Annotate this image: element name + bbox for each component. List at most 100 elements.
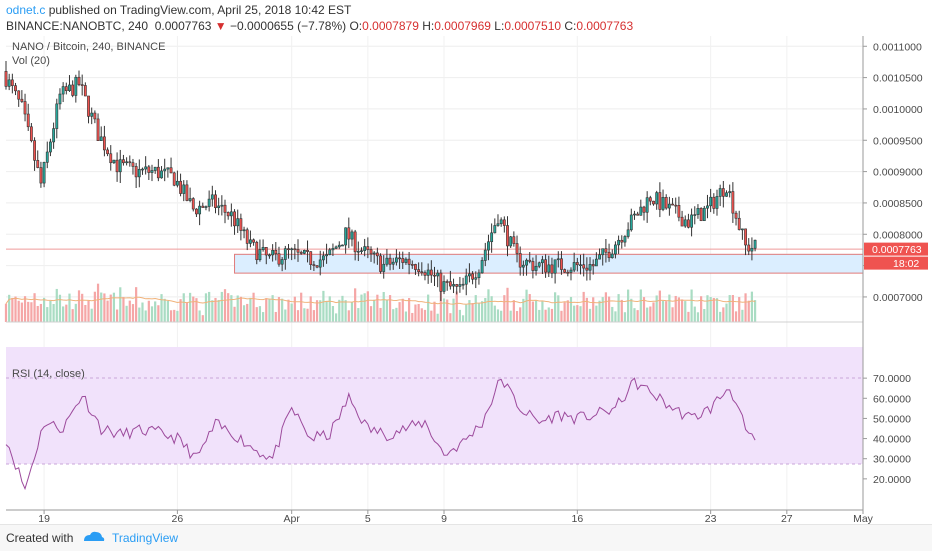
candle-body [550,264,554,274]
change-value: −0.0000655 (−7.78%) [230,19,347,33]
volume-bar [271,295,274,322]
volume-bar [417,303,420,322]
volume-bar [261,312,265,322]
candle-body [45,151,49,163]
volume-bar [503,295,506,322]
volume-bar [398,302,401,322]
volume-bar [512,300,515,322]
volume-bar [706,295,709,322]
candle-body [58,93,62,105]
candle-body [7,79,11,87]
price-tick-label: 0.0009500 [873,135,923,147]
volume-bar [557,295,560,322]
volume-bar [33,293,36,322]
volume-bar [541,301,544,322]
candle-body [620,239,624,243]
rsi-legend: RSI (14, close) [12,368,85,380]
volume-bar [39,303,43,322]
volume-bar [515,311,519,322]
rsi-tick-label: 60.0000 [873,393,911,405]
candle-body [728,191,732,194]
volume-bar [277,297,281,322]
volume-bar [379,307,382,322]
candle-body [229,211,233,217]
candle-body [277,253,281,265]
volume-bar [569,296,573,322]
footer: Created with TradingView [0,524,932,551]
candle-body [712,196,716,209]
volume-bar [506,287,509,322]
candle-body [677,205,681,218]
volume-bar [36,305,39,322]
candle-body [487,241,490,251]
candle-body [115,159,119,173]
volume-bar [87,300,90,322]
candle-body [255,241,259,261]
author-link[interactable]: odnet.c [6,3,46,17]
candle-body [671,203,674,206]
volume-bar [236,295,239,322]
candle-body [366,246,370,250]
tradingview-brand-link[interactable]: TradingView [112,531,179,545]
volume-bar [255,307,258,322]
volume-bar [23,296,27,322]
candle-body [274,250,278,254]
candle-body [350,231,354,240]
volume-bar [633,308,636,322]
candle-body [191,198,195,210]
price-chart[interactable]: 0.0011000 0.0010500 0.0010000 0.0009500 0.00… [0,36,932,524]
candle-body [49,141,52,153]
candle-body [33,140,36,161]
volume-bar [585,297,588,322]
candle-body [220,204,224,207]
volume-bar [477,303,481,322]
volume-bar [690,289,693,322]
volume-bar [287,299,290,322]
volume-bar [366,291,369,322]
tradingview-logo-icon[interactable] [82,529,106,545]
candle-body [648,197,652,202]
candle-body [623,236,627,243]
volume-bar [712,298,715,322]
volume-bar [550,308,554,322]
candle-body [321,255,325,261]
volume-bar [734,311,738,322]
candle-body [604,248,608,253]
volume-bar [528,294,531,322]
candle-body [429,269,433,276]
candle-body [125,161,129,164]
candle-body [642,206,646,213]
rsi-band [6,347,863,464]
volume-bar [93,291,96,322]
volume-bar [125,305,128,322]
volume-bar [474,295,477,322]
candle-body [658,192,662,210]
volume-bar [344,300,347,322]
candle-body [617,239,621,246]
volume-bar [680,299,684,322]
volume-bar [14,296,17,322]
candle-body [502,219,506,226]
candle-body [417,269,421,273]
candle-body [236,218,240,227]
volume-bar [147,300,150,322]
candle-body [594,258,598,267]
candle-body [385,257,389,265]
candle-body [667,203,671,209]
candle-body [420,271,424,274]
candle-body [480,260,484,274]
candle-body [525,259,528,266]
volume-bar [547,307,550,322]
candle-body [445,281,449,283]
volume-bar [239,296,242,322]
candle-body [280,259,284,265]
volume-bar [623,312,627,322]
volume-bar [27,301,30,322]
volume-bar [592,297,595,322]
volume-bar [677,297,681,322]
candle-body [556,258,560,261]
rsi-tick-label: 40.0000 [873,434,911,446]
volume-bar [442,298,446,322]
candle-body [753,239,757,249]
volume-bar [509,310,512,322]
